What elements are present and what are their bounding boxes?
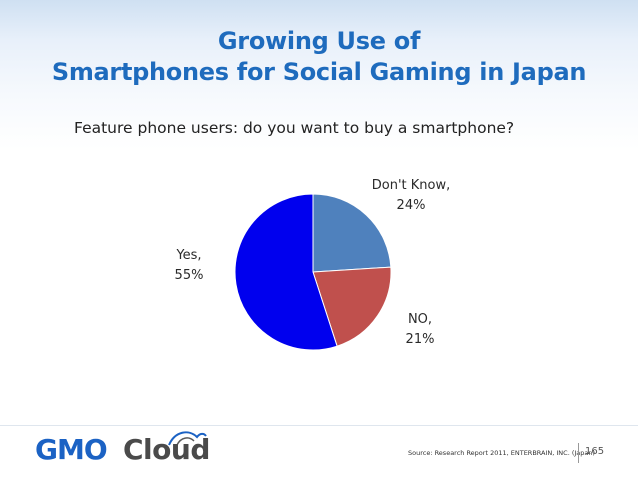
slice-label-yes: Yes, 55% bbox=[164, 246, 214, 286]
slide-title: Growing Use of Smartphones for Social Ga… bbox=[0, 26, 638, 88]
footer-divider bbox=[0, 425, 638, 426]
title-line-1: Growing Use of bbox=[217, 27, 421, 55]
slice-label-no-name: NO, bbox=[407, 312, 433, 327]
title-line-2: Smartphones for Social Gaming in Japan bbox=[51, 58, 587, 86]
pie-slice-dont-know bbox=[312, 193, 392, 273]
slice-label-yes-name: Yes, bbox=[176, 248, 202, 263]
source-note: Source: Research Report 2011, ENTERBRAIN… bbox=[408, 449, 596, 457]
slice-label-dont-know: Don't Know, 24% bbox=[361, 176, 461, 216]
slice-label-dont-know-value: 24% bbox=[396, 198, 426, 213]
pie-slice-no bbox=[312, 266, 392, 347]
slice-label-no-value: 21% bbox=[405, 332, 435, 347]
page-number-divider bbox=[578, 443, 579, 463]
slice-label-no: NO, 21% bbox=[390, 310, 450, 350]
slice-label-dont-know-name: Don't Know, bbox=[371, 178, 451, 193]
logo-text-cloud: Cloud bbox=[123, 433, 210, 466]
cloud-swoosh-icon bbox=[168, 431, 207, 446]
page-number: 165 bbox=[585, 446, 605, 457]
chart-title: Feature phone users: do you want to buy … bbox=[74, 119, 515, 137]
slice-label-yes-value: 55% bbox=[174, 268, 204, 283]
pie-slice-yes bbox=[234, 193, 338, 351]
gmo-cloud-logo: GMO Cloud bbox=[35, 427, 210, 466]
logo-text-gmo: GMO bbox=[35, 433, 108, 466]
